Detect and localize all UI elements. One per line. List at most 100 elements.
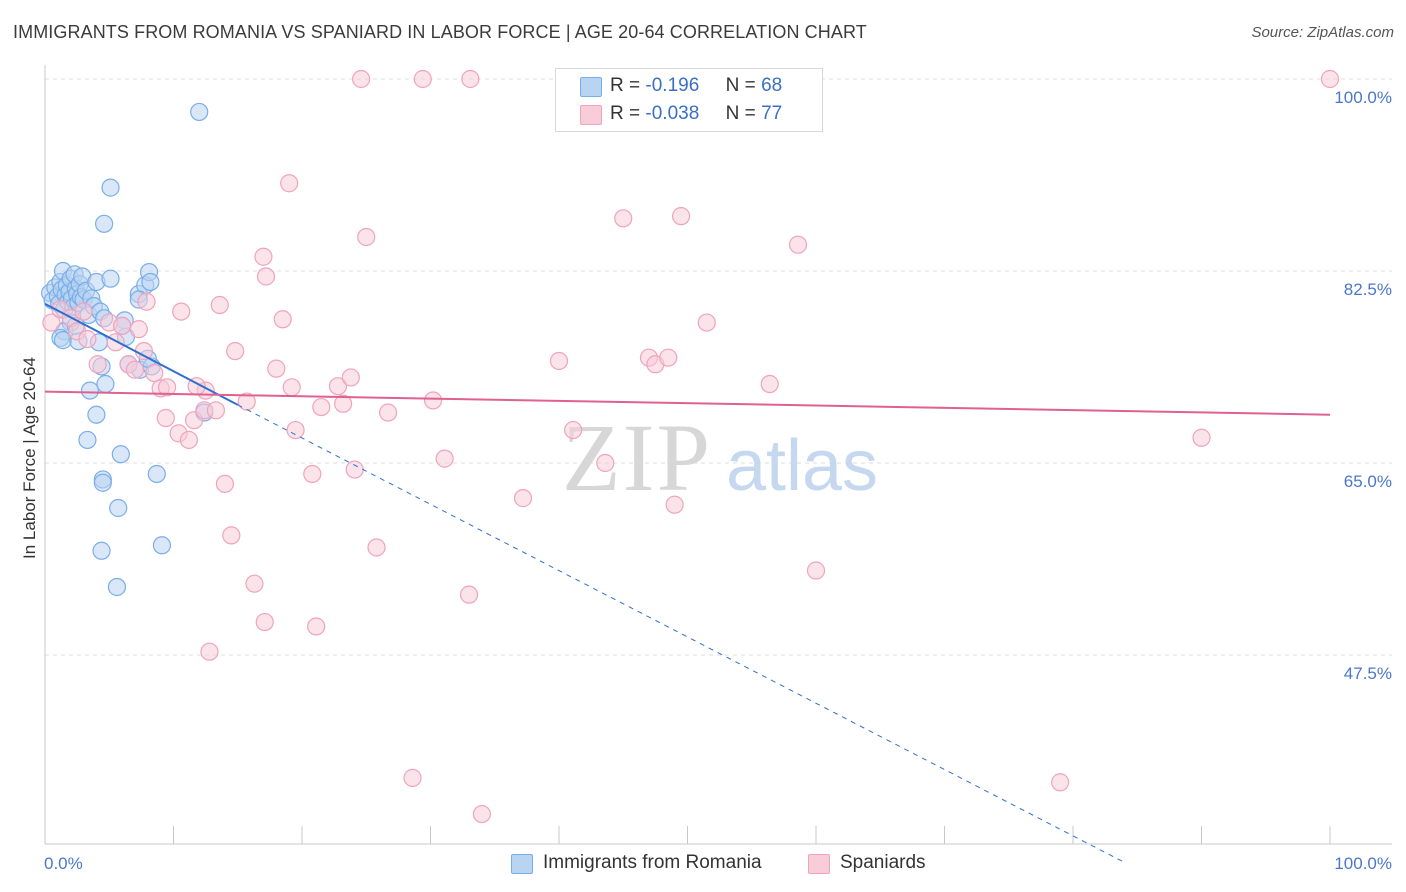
point-spaniards [172,302,191,321]
point-spaniards [352,69,371,89]
point-spaniards [42,313,61,332]
point-romania [141,272,160,292]
point-spaniards [671,207,691,226]
point-spaniards [106,333,125,352]
point-spaniards [222,526,241,545]
trend-line-romania-extension [237,404,1125,863]
legend-swatch-spaniards [580,105,602,125]
point-romania [109,498,128,518]
point-spaniards [245,574,264,593]
point-spaniards [345,460,364,479]
tick-labels: 47.5% 65.0% 82.5% 100.0% 0.0% 100.0% [44,88,1392,873]
bottom-legend-label-spaniards: Spaniards [840,852,926,873]
point-spaniards [513,489,533,508]
point-spaniards [312,397,331,417]
chart-title: IMMIGRANTS FROM ROMANIA VS SPANIARD IN L… [13,22,867,42]
point-spaniards [806,561,826,580]
legend-n-value-spaniards: 77 [761,103,783,124]
watermark-zip: ZIP [562,404,712,511]
point-spaniards [254,247,273,266]
correlation-legend: R = -0.196 N = 68 R = -0.038 N = 77 [555,68,823,132]
y-tick-label: 65.0% [1344,472,1392,491]
point-spaniards [461,69,480,89]
point-romania [147,464,166,484]
point-spaniards [74,302,93,321]
point-spaniards [210,295,229,315]
point-spaniards [760,374,779,394]
point-spaniards [665,495,684,514]
point-spaniards [156,408,175,428]
watermark: ZIP atlas [562,404,878,511]
point-spaniards [137,292,156,311]
point-spaniards [286,420,305,440]
point-spaniards [596,453,615,473]
point-spaniards [206,401,226,420]
point-spaniards [255,612,274,632]
point-romania [96,374,115,394]
point-romania [101,178,120,197]
point-spaniards [215,474,234,493]
legend-r-value-spaniards: -0.038 [645,103,700,124]
series-romania-points [41,102,214,597]
legend-n-value-romania: 68 [761,75,783,96]
point-romania [93,473,112,492]
point-romania [92,541,111,560]
point-spaniards [459,585,479,604]
point-spaniards [614,209,633,228]
gridlines [45,78,1392,656]
bottom-legend-swatch-romania [511,854,533,874]
trend-line-spaniards [44,390,1331,416]
point-romania [95,214,114,233]
point-spaniards [1192,428,1211,447]
point-spaniards [788,235,808,254]
point-spaniards [88,355,107,374]
point-spaniards [112,316,132,335]
point-spaniards [307,617,326,636]
point-spaniards [328,377,348,396]
point-spaniards [564,420,583,440]
point-spaniards [78,329,97,349]
legend-n-label: N = [725,75,756,96]
point-spaniards [303,464,322,484]
legend-n-label: N = [725,103,756,124]
point-spaniards [357,227,376,247]
point-spaniards [129,320,148,339]
point-spaniards [273,310,292,329]
point-spaniards [413,69,432,89]
point-spaniards [378,403,398,422]
axes [44,65,1392,845]
point-romania [152,536,172,555]
bottom-legend-swatch-spaniards [808,854,830,874]
point-spaniards [226,341,245,361]
point-spaniards [280,174,299,193]
legend-r-label: R = [610,75,641,96]
point-romania [111,445,130,464]
point-spaniards [157,378,177,397]
legend-swatch-romania [580,77,602,97]
point-spaniards [125,360,145,379]
point-spaniards [1320,69,1340,89]
bottom-legend-label-romania: Immigrants from Romania [543,852,762,873]
point-spaniards [403,768,422,787]
point-spaniards [472,804,491,824]
point-spaniards [145,363,164,383]
point-romania [107,577,127,597]
point-romania [78,430,97,450]
point-spaniards [282,378,301,397]
watermark-atlas: atlas [726,426,878,506]
point-romania [80,381,100,400]
point-spaniards [179,430,199,450]
point-spaniards [334,394,353,413]
x-tick-label-left: 0.0% [44,854,83,873]
point-spaniards [267,359,286,378]
y-tick-label: 100.0% [1334,88,1392,107]
point-spaniards [367,538,386,557]
point-spaniards [435,449,454,468]
y-tick-label: 47.5% [1344,664,1392,683]
trend-lines [44,303,1331,863]
point-romania [87,405,106,424]
point-spaniards [423,391,443,410]
point-spaniards [697,313,716,332]
point-spaniards [341,368,360,387]
